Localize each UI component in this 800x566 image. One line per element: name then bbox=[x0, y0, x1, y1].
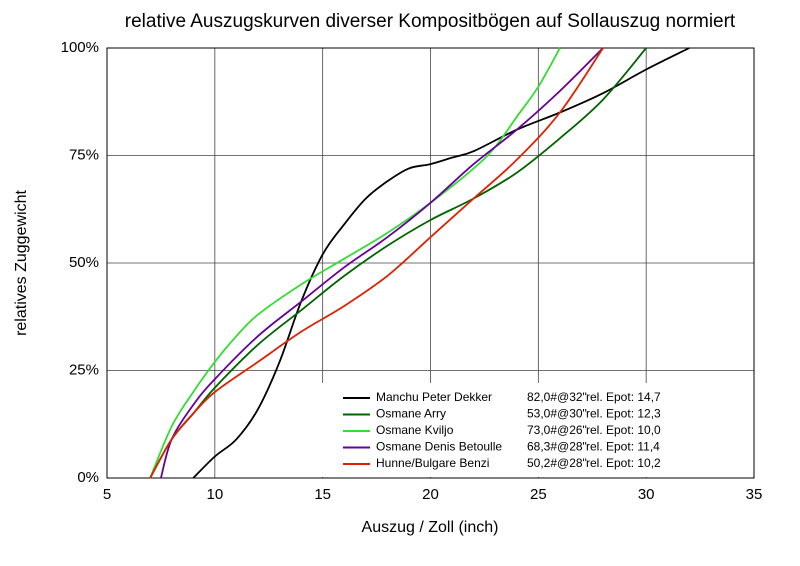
legend-box bbox=[300, 383, 753, 477]
legend-label: Osmane Arry bbox=[376, 407, 446, 421]
legend-label: Osmane Denis Betoulle bbox=[376, 440, 502, 454]
legend-epot: rel. Epot: 11,4 bbox=[586, 440, 660, 454]
x-axis-label: Auszug / Zoll (inch) bbox=[362, 519, 499, 536]
legend-epot: rel. Epot: 10,2 bbox=[586, 456, 661, 470]
y-tick-label: 25% bbox=[69, 361, 99, 378]
y-axis-label: relatives Zuggewicht bbox=[13, 190, 30, 336]
y-tick-label: 75% bbox=[69, 146, 99, 163]
legend-weight: 82,0#@32" bbox=[527, 390, 587, 404]
series-line bbox=[160, 47, 604, 479]
y-tick-label: 100% bbox=[61, 39, 99, 56]
legend-weight: 50,2#@28" bbox=[527, 456, 587, 470]
legend-weight: 53,0#@30" bbox=[527, 407, 587, 421]
legend-weight: 73,0#@26" bbox=[527, 423, 587, 437]
series-line bbox=[149, 47, 604, 479]
x-tick-label: 20 bbox=[422, 486, 439, 503]
series-line bbox=[149, 47, 561, 479]
legend-label: Osmane Kviljo bbox=[376, 423, 454, 437]
plot-frame bbox=[106, 47, 755, 479]
x-tick-label: 15 bbox=[314, 486, 331, 503]
y-tick-label: 50% bbox=[69, 254, 99, 271]
x-tick-label: 30 bbox=[638, 486, 655, 503]
legend-epot: rel. Epot: 14,7 bbox=[586, 390, 661, 404]
y-tick-label: 0% bbox=[77, 469, 99, 486]
legend-epot: rel. Epot: 12,3 bbox=[586, 407, 661, 421]
legend-epot: rel. Epot: 10,0 bbox=[586, 423, 661, 437]
x-tick-label: 10 bbox=[206, 486, 223, 503]
legend-label: Hunne/Bulgare Benzi bbox=[376, 456, 489, 470]
x-tick-label: 5 bbox=[103, 486, 111, 503]
chart-title: relative Auszugskurven diverser Komposit… bbox=[125, 11, 736, 32]
x-tick-label: 25 bbox=[530, 486, 547, 503]
legend-label: Manchu Peter Dekker bbox=[376, 390, 492, 404]
x-tick-label: 35 bbox=[746, 486, 763, 503]
legend-weight: 68,3#@28" bbox=[527, 440, 587, 454]
